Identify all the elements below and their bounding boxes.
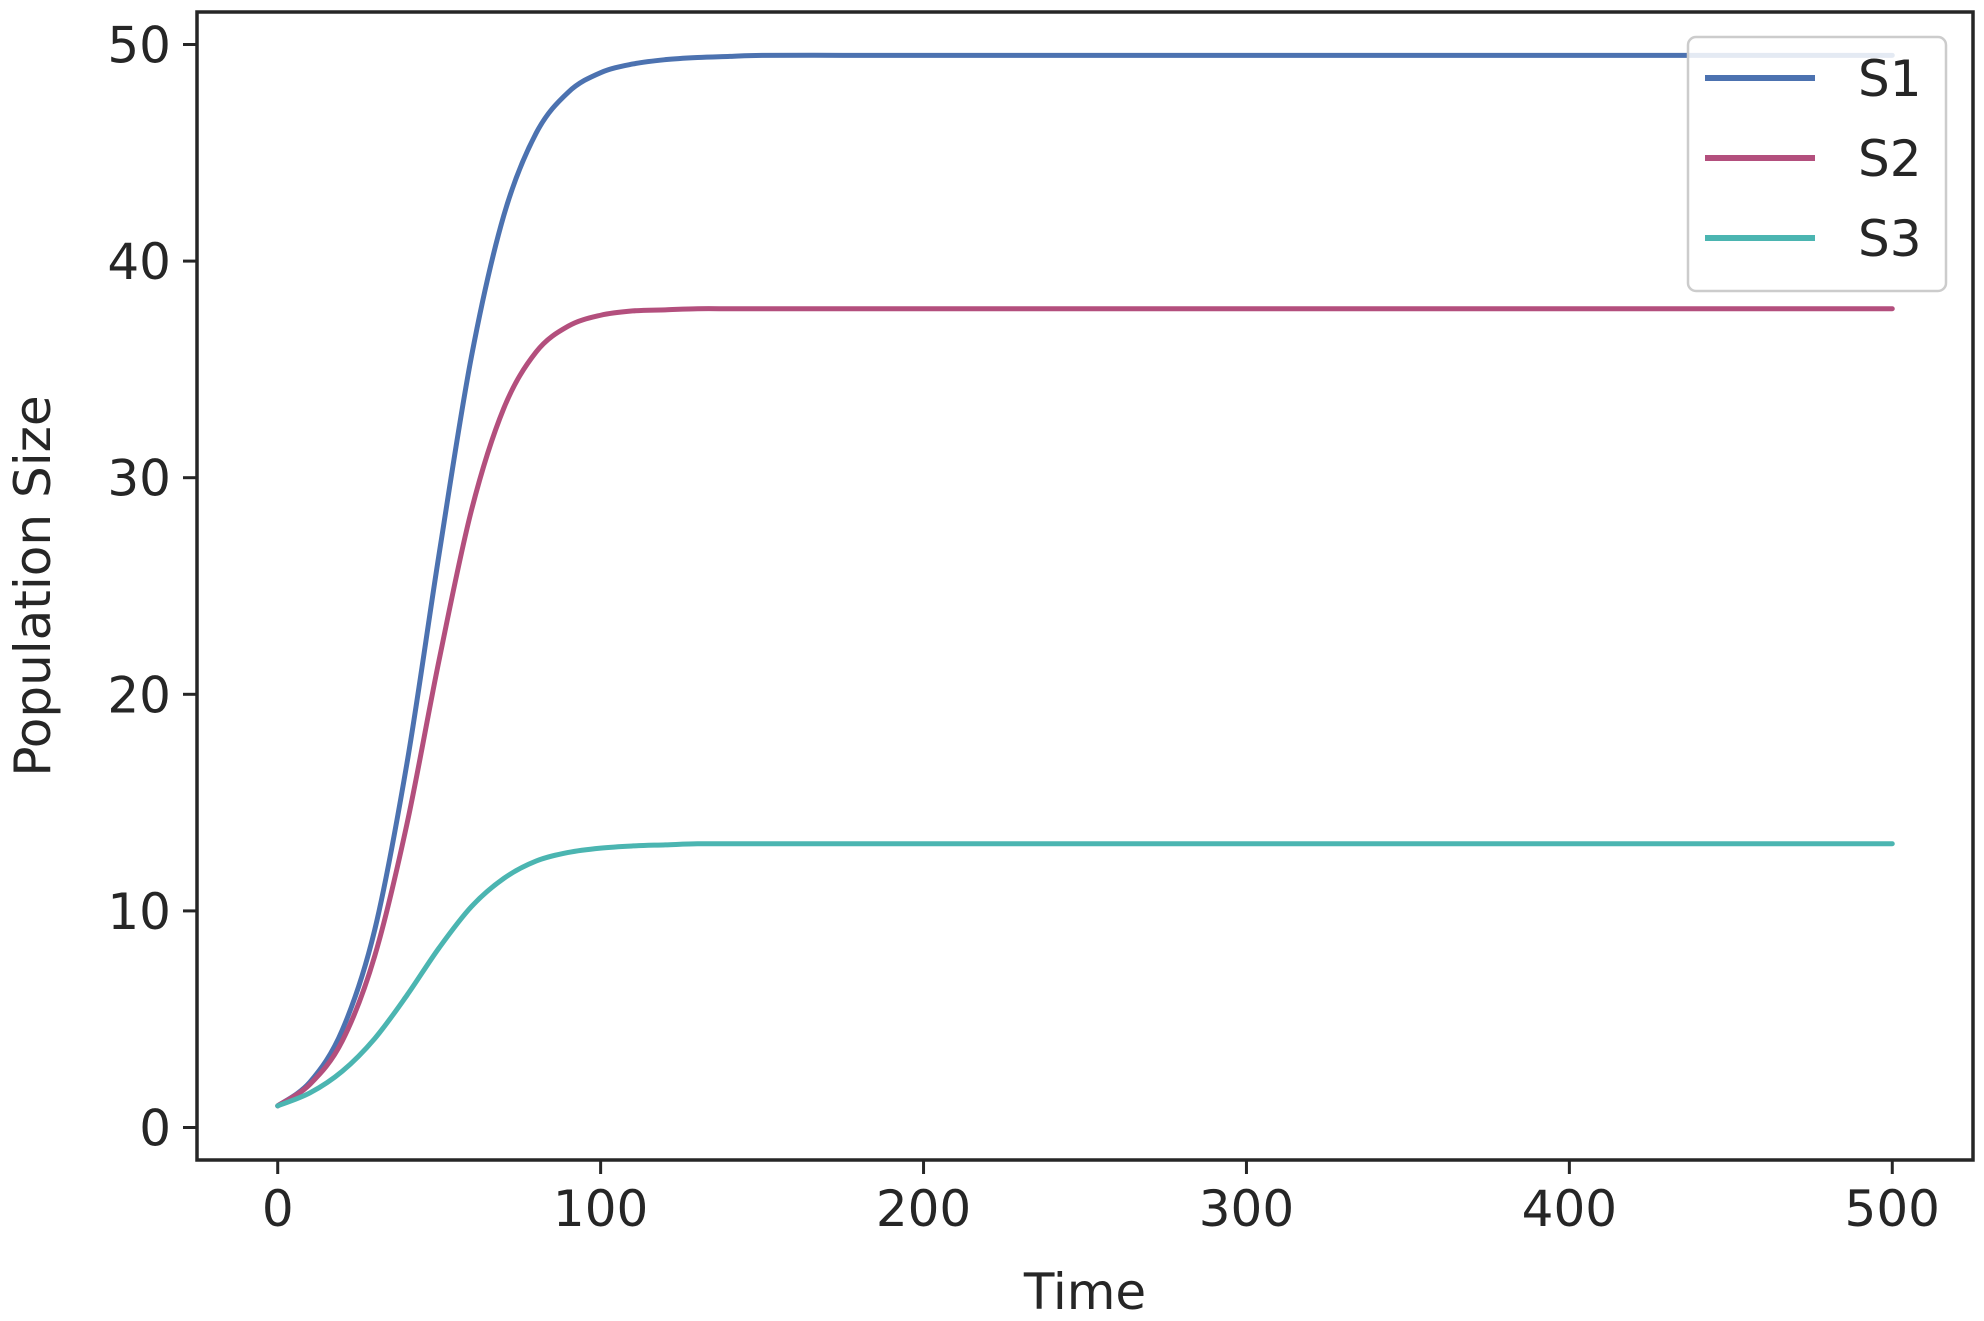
x-axis-ticks: 0 100 200 300 400 500 — [262, 1160, 1940, 1238]
x-tick-label: 300 — [1199, 1180, 1294, 1238]
legend: S1 S2 S3 — [1686, 35, 1948, 293]
y-tick-label: 50 — [107, 16, 171, 74]
legend-box — [1686, 35, 1948, 293]
x-axis-label: Time — [1023, 1263, 1146, 1321]
legend-label-s2: S2 — [1858, 130, 1922, 188]
legend-label-s3: S3 — [1858, 210, 1922, 268]
x-tick-label: 500 — [1845, 1180, 1940, 1238]
y-tick-label: 40 — [107, 233, 171, 291]
series-line-s1 — [275, 52, 1895, 1109]
legend-label-s1: S1 — [1858, 50, 1922, 108]
y-tick-label: 10 — [107, 883, 171, 941]
y-axis-ticks: 0 10 20 30 40 50 — [107, 16, 197, 1158]
x-tick-label: 0 — [262, 1180, 294, 1238]
y-tick-label: 30 — [107, 450, 171, 508]
plot-frame — [195, 10, 1975, 1162]
x-tick-label: 400 — [1522, 1180, 1617, 1238]
y-tick-label: 0 — [139, 1100, 171, 1158]
y-tick-label: 20 — [107, 666, 171, 724]
y-axis-label: Population Size — [4, 395, 62, 776]
series-layer — [275, 52, 1895, 1109]
series-line-s2 — [275, 306, 1895, 1109]
series-line-s3 — [275, 841, 1895, 1109]
x-tick-label: 100 — [553, 1180, 648, 1238]
x-tick-label: 200 — [876, 1180, 971, 1238]
